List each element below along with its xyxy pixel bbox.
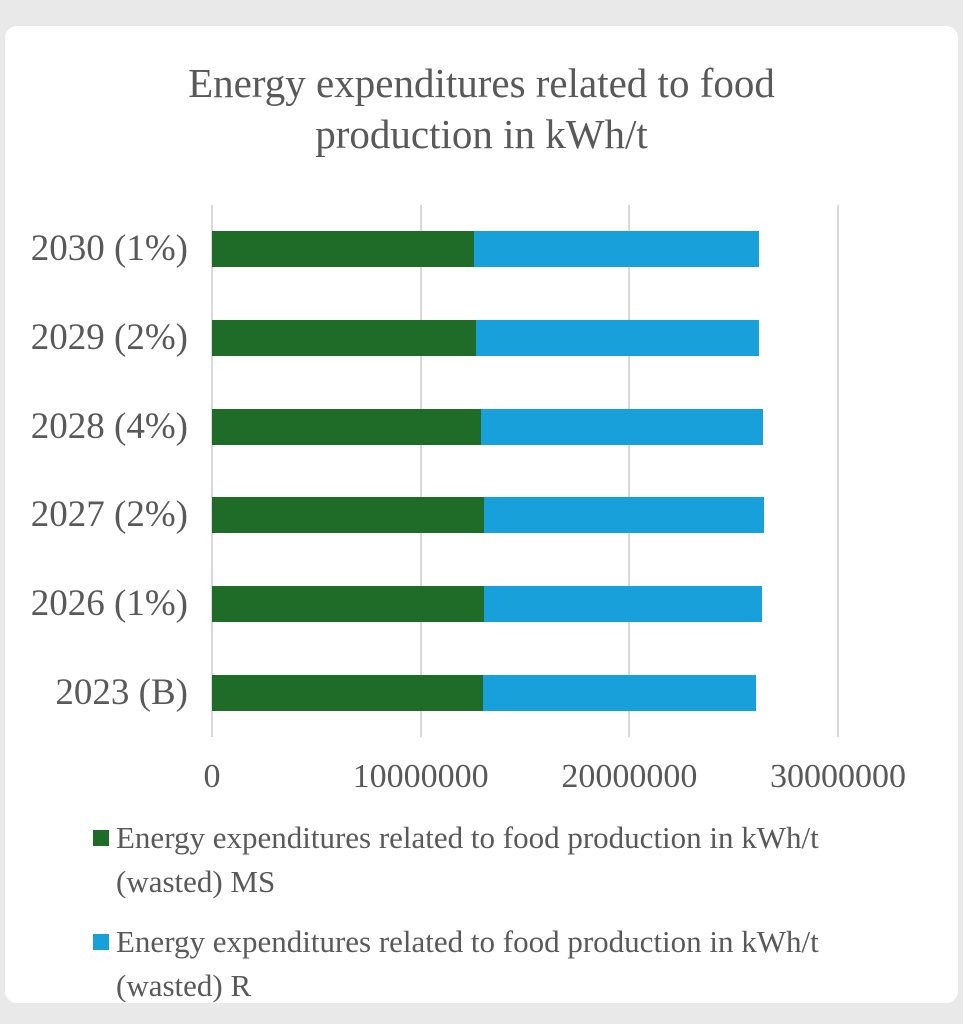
bar-row-2023: [212, 674, 838, 711]
x-tick-label-30000000: 30000000: [770, 758, 906, 795]
legend-label: Energy expenditures related to food prod…: [116, 816, 819, 904]
chart-card: Energy expenditures related to food prod…: [5, 26, 958, 1003]
bar-segment-ms-2023: [212, 674, 484, 711]
legend-label-line: (wasted) MS: [116, 864, 276, 899]
bar-row-2029: [212, 320, 838, 356]
gridline-0: [211, 205, 213, 737]
category-label-2030: 2030 (1%): [30, 228, 188, 270]
bar-row-2028: [212, 408, 838, 445]
bar-segment-ms-2029: [212, 320, 476, 356]
bar-segment-r-2030: [473, 231, 759, 268]
bar-row-2027: [212, 497, 838, 534]
chart-title: Energy expenditures related to food prod…: [5, 58, 958, 160]
plot-area: [211, 205, 839, 737]
category-axis: 2030 (1%) 2029 (2%) 2028 (4%) 2027 (2%) 2026…: [5, 205, 212, 737]
gridline-10000000: [419, 205, 422, 737]
legend-swatch-icon: [93, 830, 109, 846]
category-label-2023: 2023 (B): [55, 671, 188, 713]
bar-segment-ms-2027: [212, 497, 485, 534]
gridline-20000000: [628, 205, 631, 737]
bar-row-2026: [212, 586, 838, 622]
bar-segment-ms-2028: [212, 408, 482, 445]
legend-item-r: Energy expenditures related to food prod…: [93, 920, 933, 1008]
x-tick-label-10000000: 10000000: [352, 758, 489, 795]
x-tick-label-20000000: 20000000: [561, 758, 698, 795]
legend-swatch-icon: [93, 934, 109, 950]
gridline-30000000: [837, 205, 839, 737]
bar-segment-r-2026: [484, 586, 762, 622]
x-tick-label-0: 0: [203, 758, 221, 795]
bar-segment-r-2023: [483, 674, 756, 711]
category-label-2026: 2026 (1%): [30, 583, 188, 624]
bar-segment-r-2029: [475, 320, 759, 356]
bar-segment-r-2028: [481, 408, 763, 445]
category-label-2029: 2029 (2%): [30, 317, 188, 358]
bar-segment-ms-2026: [212, 586, 485, 622]
chart-title-line-2: production in kWh/t: [315, 111, 648, 157]
bar-segment-ms-2030: [212, 231, 474, 268]
legend-label-line: Energy expenditures related to food prod…: [116, 820, 819, 855]
legend-label: Energy expenditures related to food prod…: [116, 920, 819, 1008]
legend-label-line: (wasted) R: [116, 968, 252, 1003]
value-axis: 0 10000000 20000000 30000000: [204, 754, 907, 800]
category-label-2028: 2028 (4%): [30, 405, 188, 447]
category-label-2027: 2027 (2%): [30, 494, 188, 536]
bar-row-2030: [212, 231, 838, 268]
legend: Energy expenditures related to food prod…: [93, 816, 933, 1024]
legend-item-ms: Energy expenditures related to food prod…: [93, 816, 933, 904]
chart-title-line-1: Energy expenditures related to food: [188, 60, 775, 106]
bar-segment-r-2027: [484, 497, 764, 534]
legend-label-line: Energy expenditures related to food prod…: [116, 924, 819, 959]
